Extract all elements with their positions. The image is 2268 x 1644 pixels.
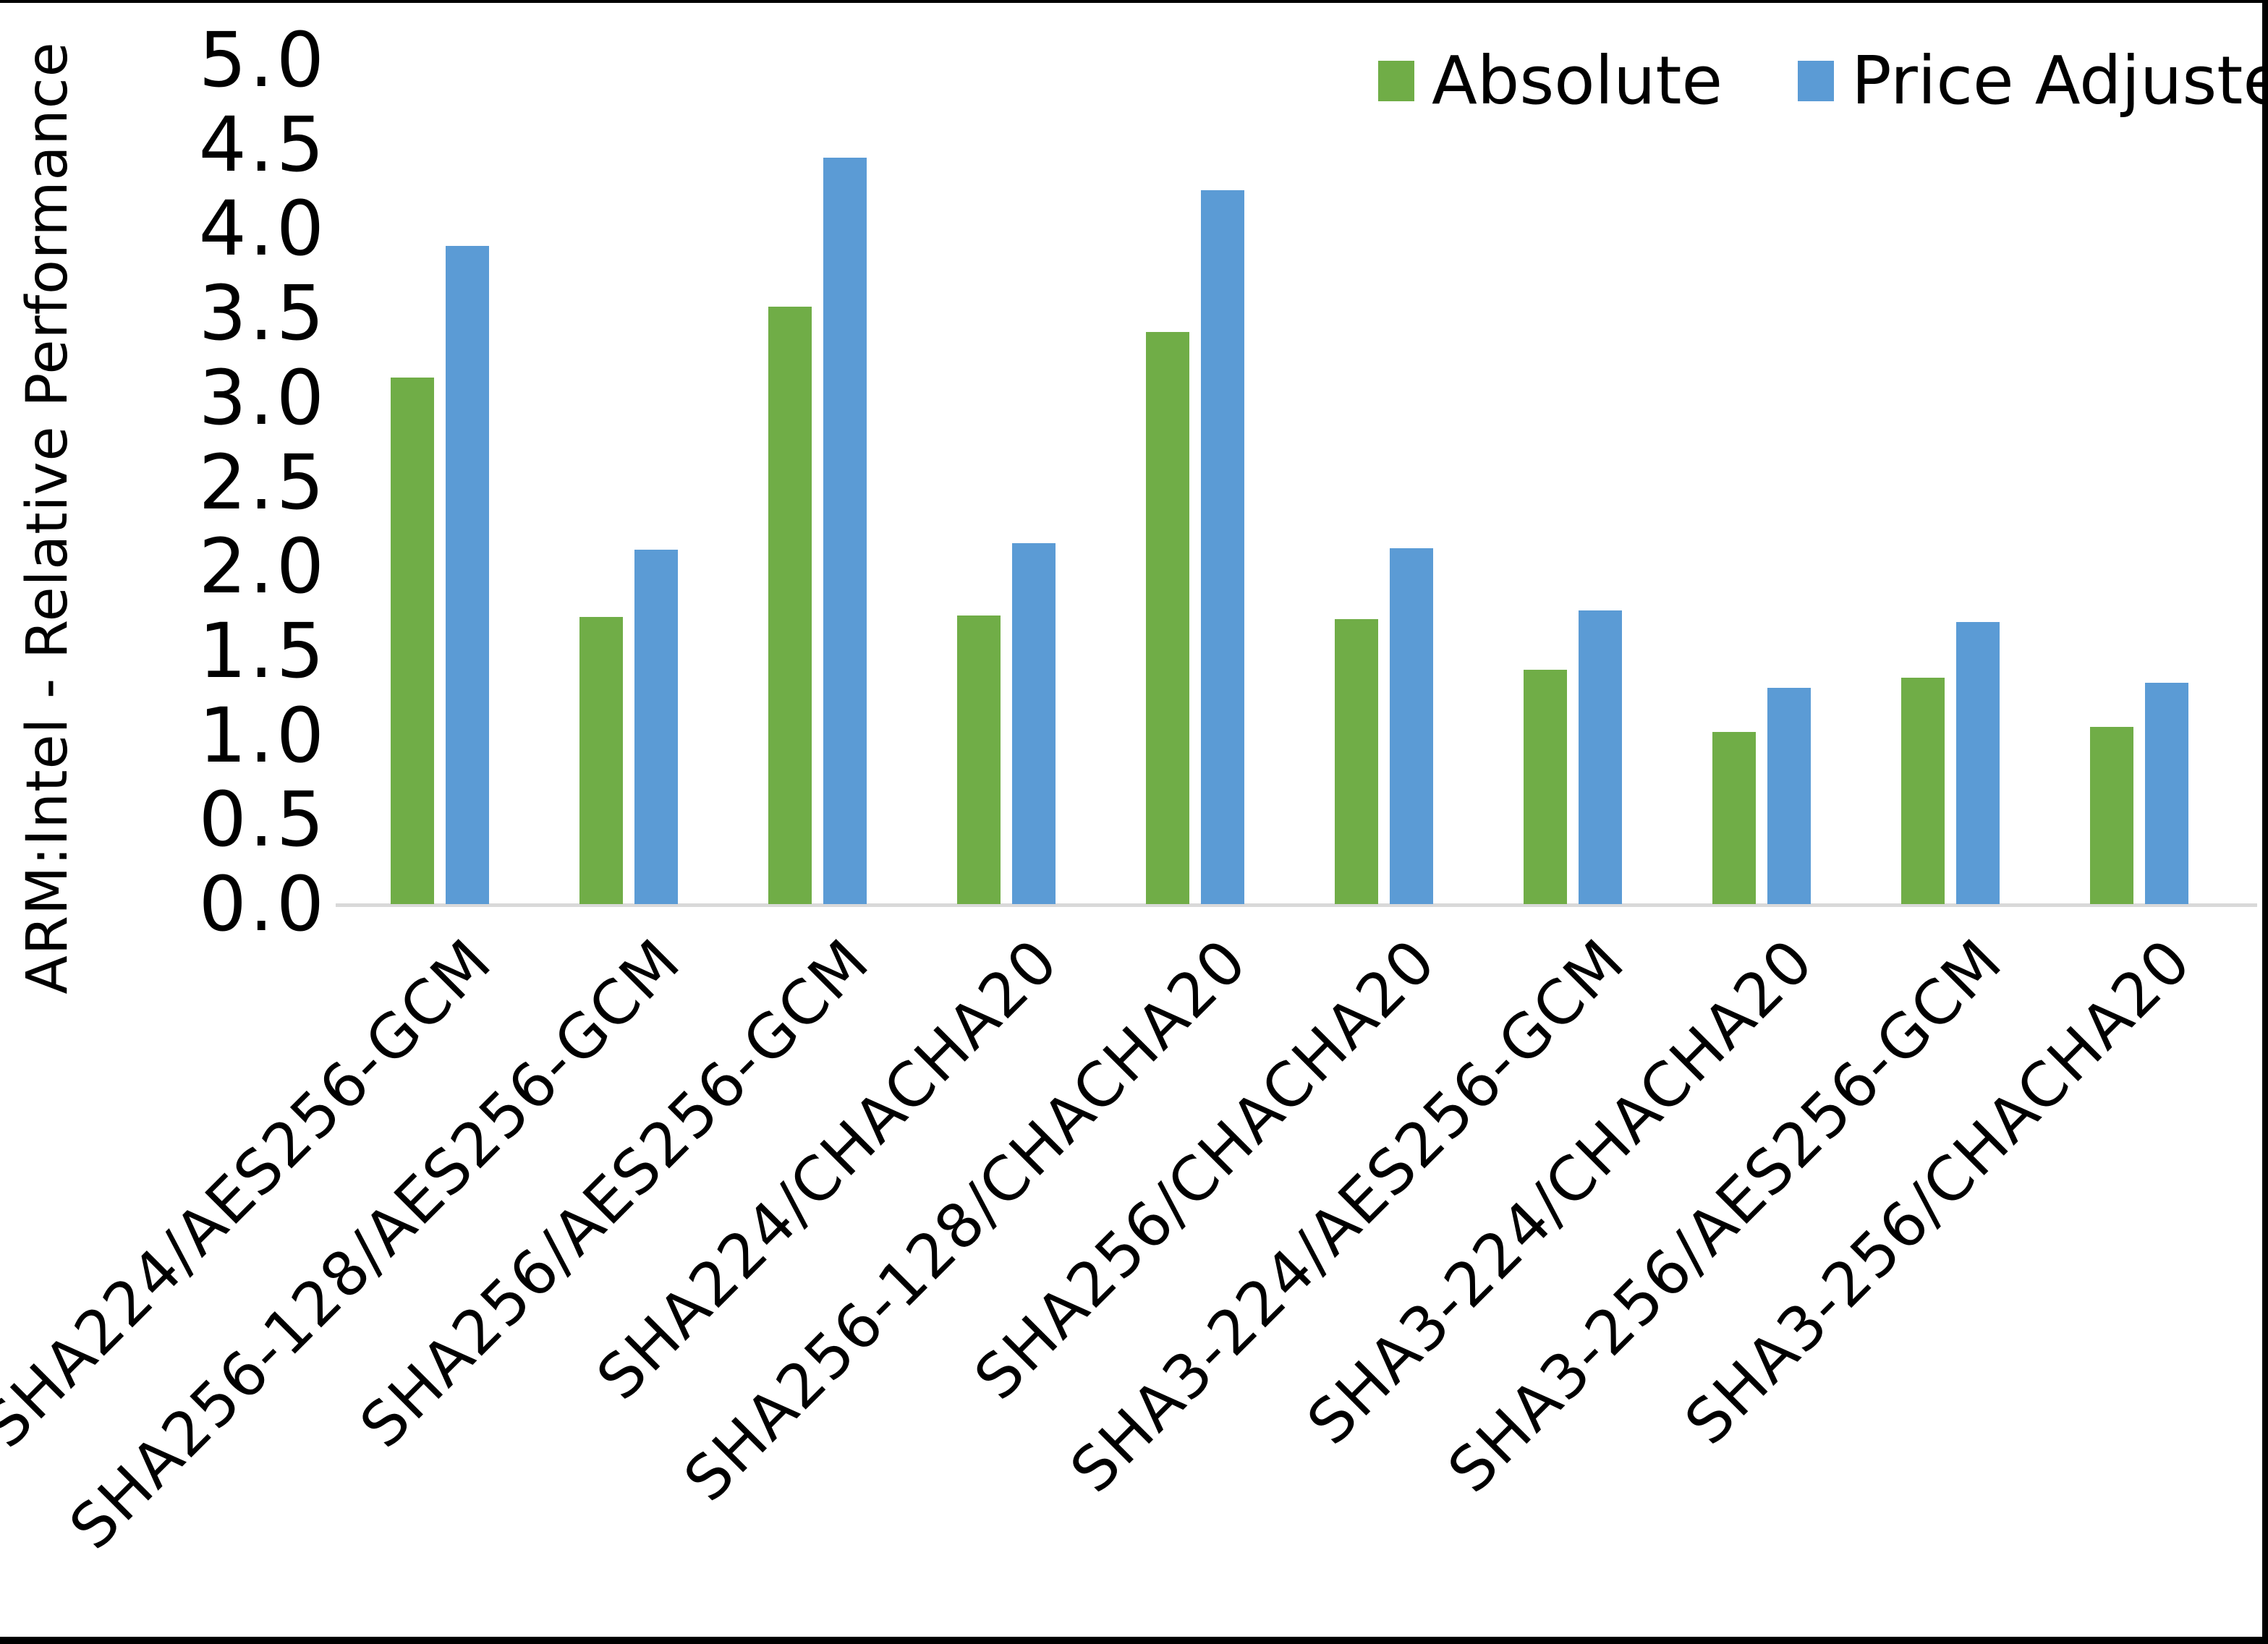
y-tick-label: 3.5 [198,269,327,358]
bar-absolute [1901,678,1945,904]
y-tick-label: 4.0 [198,184,327,273]
bar-price-adjusted [1012,542,1056,904]
plot-area: 0.0 0.5 1.0 1.5 2.0 2.5 3.0 3.5 4.0 4.5 5.0 SHA224/… [0,22,2257,1563]
bar-price-adjusted [823,158,867,904]
bar-price-adjusted [1390,548,1433,904]
bar-price-adjusted [1201,189,1244,904]
y-tick-label: 2.0 [198,522,327,611]
bar-absolute [579,617,623,904]
legend-item-price-adjusted: Price Adjusted [1798,42,2262,119]
y-tick-label: 1.5 [198,606,327,695]
legend-swatch-absolute-icon [1378,60,1414,101]
bar-absolute [2090,726,2133,904]
y-tick-label: 3.0 [198,353,327,442]
bar-absolute [768,306,812,904]
bar-absolute [1146,331,1189,904]
y-tick-label: 0.0 [198,860,327,948]
x-axis-baseline [336,903,2257,907]
bar-absolute [391,377,434,904]
bar-price-adjusted [1579,610,1622,904]
bar-price-adjusted [446,245,489,904]
y-tick-label: 4.5 [198,100,327,189]
y-tick-label: 0.5 [198,775,327,864]
bar-price-adjusted [634,549,678,904]
legend-item-absolute: Absolute [1378,42,1723,119]
legend: Absolute Price Adjusted [1378,42,2262,119]
bar-absolute [957,615,1001,904]
bar-absolute [1524,669,1567,904]
bar-absolute [1335,618,1378,904]
legend-swatch-price-adjusted-icon [1798,60,1835,101]
y-axis-title: ARM:Intel - Relative Performance [15,41,80,995]
legend-label-price-adjusted: Price Adjusted [1851,42,2262,119]
y-tick-label: 2.5 [198,438,327,527]
bar-price-adjusted [1767,688,1811,904]
bar-price-adjusted [2145,683,2188,904]
y-tick-label: 1.0 [198,691,327,780]
legend-label-absolute: Absolute [1432,42,1723,119]
bar-absolute [1712,731,1756,904]
y-tick-label: 5.0 [198,16,327,104]
bar-price-adjusted [1956,622,2000,904]
